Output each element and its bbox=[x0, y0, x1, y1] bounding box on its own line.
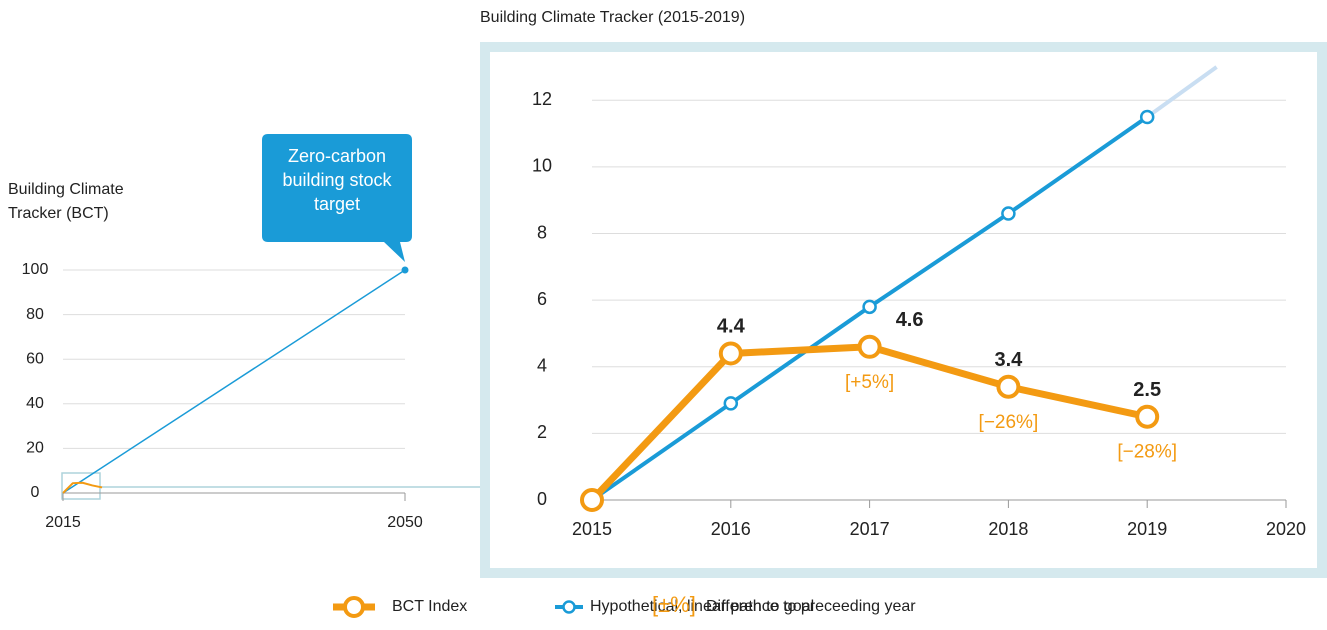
change-label: [−26%] bbox=[979, 412, 1039, 433]
line bbox=[62, 269, 406, 494]
x-tick-label: 2050 bbox=[387, 514, 423, 531]
data-label: 3.4 bbox=[994, 349, 1023, 371]
zoom-frame bbox=[480, 42, 1327, 578]
legend-swatch bbox=[562, 600, 576, 614]
y-tick-label: 10 bbox=[532, 156, 552, 176]
y-tick-label: 8 bbox=[537, 222, 547, 242]
marker bbox=[996, 374, 1021, 399]
legend-label: Difference to preceeding year bbox=[706, 598, 916, 615]
line bbox=[589, 343, 1148, 503]
marker bbox=[857, 334, 882, 359]
marker bbox=[1139, 109, 1155, 125]
legend-label: Hypothetical, linear path to goal bbox=[590, 598, 814, 615]
y-tick-label: 40 bbox=[26, 395, 44, 412]
marker bbox=[1001, 206, 1016, 221]
y-tick-label: 0 bbox=[537, 489, 547, 509]
legend-swatch bbox=[343, 596, 365, 618]
y-tick-label: 60 bbox=[26, 350, 44, 367]
x-tick-label: 2016 bbox=[711, 519, 751, 539]
y-tick-label: 100 bbox=[22, 261, 49, 278]
callout bbox=[262, 134, 412, 262]
y-label-box: Building Climate Tracker (BCT) bbox=[8, 181, 124, 222]
y-tick-label: 2 bbox=[537, 422, 547, 442]
legend-symbol: [±%] bbox=[652, 592, 696, 617]
x-tick-label: 2019 bbox=[1127, 519, 1167, 539]
extension-line bbox=[1146, 65, 1218, 119]
y-tick-label: 20 bbox=[26, 440, 44, 457]
marker bbox=[723, 396, 739, 411]
callout-text: Zero-carbon building stock target bbox=[282, 146, 392, 214]
y-tick-label: 80 bbox=[26, 306, 44, 323]
chart-title: Building Climate Tracker (2015-2019) bbox=[480, 9, 745, 26]
data-label: 2.5 bbox=[1133, 379, 1161, 401]
x-tick-label: 2017 bbox=[850, 519, 890, 539]
x-tick-label: 2015 bbox=[45, 514, 81, 531]
data-label: 4.6 bbox=[896, 309, 924, 331]
change-label: [+5%] bbox=[845, 372, 894, 393]
y-tick-label: 4 bbox=[537, 356, 547, 376]
legend-label: BCT Index bbox=[392, 598, 467, 615]
marker bbox=[1135, 404, 1160, 429]
y-axis-label: Building Climate Tracker (BCT) bbox=[8, 181, 124, 222]
change-label: [−28%] bbox=[1117, 442, 1177, 463]
x-tick-label: 2018 bbox=[988, 519, 1028, 539]
mini-line bbox=[62, 481, 103, 494]
data-label: 4.4 bbox=[717, 316, 746, 338]
marker bbox=[718, 341, 743, 366]
x-tick-label: 2020 bbox=[1266, 519, 1306, 539]
callout-box: Zero-carbon building stock target bbox=[282, 146, 392, 214]
marker bbox=[862, 299, 877, 315]
y-tick-label: 6 bbox=[537, 289, 547, 309]
y-tick-label: 0 bbox=[31, 484, 40, 501]
x-tick-label: 2015 bbox=[572, 519, 612, 539]
y-tick-label: 12 bbox=[532, 89, 552, 109]
endpoint bbox=[401, 266, 409, 274]
marker bbox=[580, 488, 604, 512]
